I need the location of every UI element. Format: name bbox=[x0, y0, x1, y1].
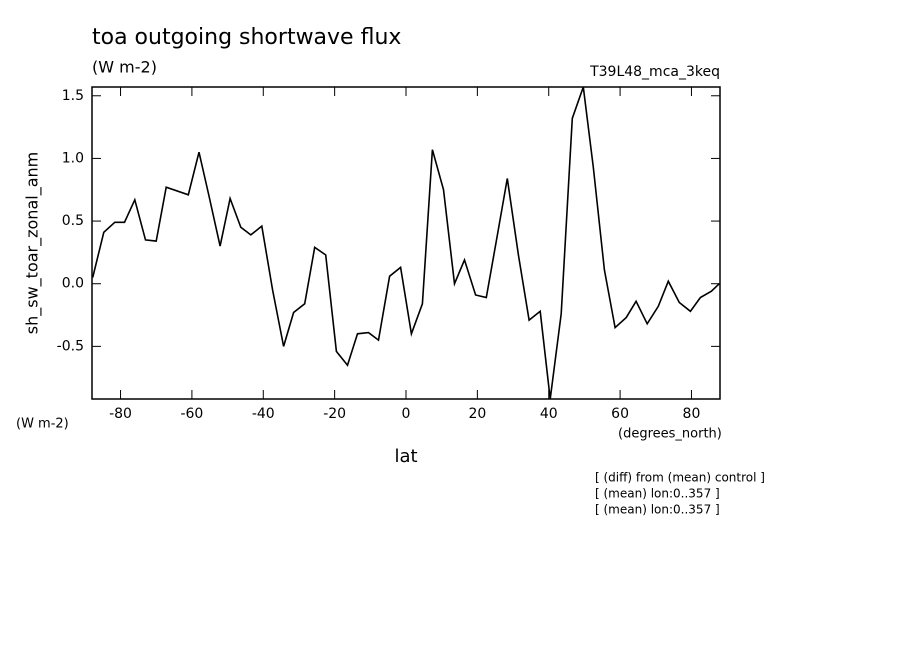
note: [ (mean) lon:0..357 ] bbox=[595, 503, 720, 517]
x-tick-label: -40 bbox=[252, 406, 275, 422]
y-tick-label: 1.5 bbox=[62, 88, 84, 104]
y-tick-label: 0.5 bbox=[62, 213, 84, 229]
x-axis-label: lat bbox=[394, 446, 417, 467]
note: [ (mean) lon:0..357 ] bbox=[595, 487, 720, 501]
x-tick-label: 80 bbox=[683, 406, 701, 422]
y-tick-label: -0.5 bbox=[57, 338, 84, 354]
y-unit: (W m-2) bbox=[16, 417, 69, 432]
x-tick-label: 60 bbox=[611, 406, 629, 422]
x-tick-label: -60 bbox=[180, 406, 203, 422]
note: [ (diff) from (mean) control ] bbox=[595, 471, 765, 485]
y-tick-label: 1.0 bbox=[62, 150, 84, 166]
y-axis-label: sh_sw_toar_zonal_anm bbox=[23, 152, 43, 334]
run-label: T39L48_mca_3keq bbox=[589, 64, 720, 80]
x-tick-label: 40 bbox=[540, 406, 558, 422]
x-tick-label: 20 bbox=[468, 406, 486, 422]
subtitle: (W m-2) bbox=[92, 58, 157, 77]
x-unit: (degrees_north) bbox=[618, 427, 722, 442]
data-line bbox=[91, 86, 720, 400]
chart-title: toa outgoing shortwave flux bbox=[92, 25, 401, 50]
x-tick-label: -20 bbox=[323, 406, 346, 422]
x-tick-label: -80 bbox=[109, 406, 132, 422]
y-tick-label: 0.0 bbox=[62, 276, 84, 292]
plot-frame bbox=[91, 86, 721, 400]
x-tick-label: 0 bbox=[402, 406, 411, 422]
